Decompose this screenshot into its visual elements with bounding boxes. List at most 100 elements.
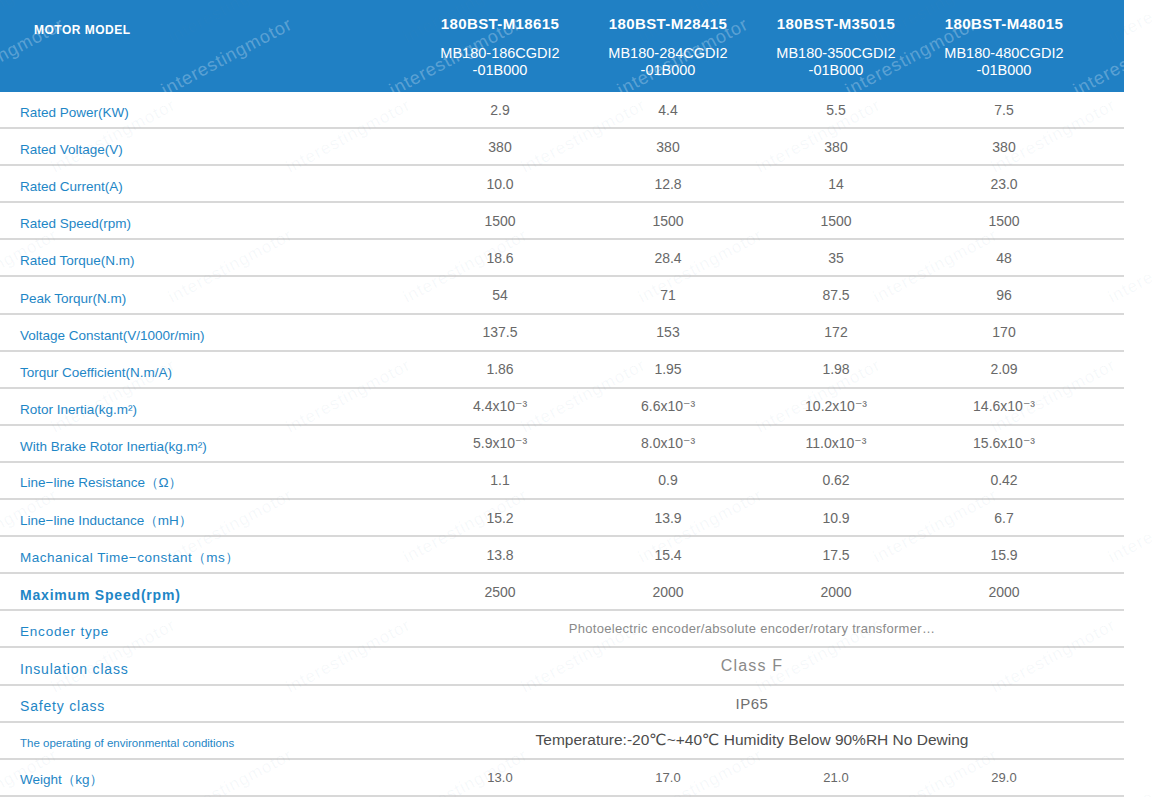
table-row-insulation-class: Insulation class Class F xyxy=(0,648,1124,685)
spec-value: 2.9 xyxy=(416,102,584,118)
spec-value: 12.8 xyxy=(584,176,752,192)
spec-value: 10.9 xyxy=(752,510,920,526)
row-label: Safety class xyxy=(0,698,416,714)
merged-value: Temperature:-20℃~+40℃ Humidity Below 90%… xyxy=(416,731,1088,749)
model-code: MB180-350CGDI2 -01B000 xyxy=(752,45,920,78)
spec-value: 172 xyxy=(752,324,920,340)
table-row-rated-speed: Rated Speed(rpm) 1500 1500 1500 1500 xyxy=(0,203,1124,240)
spec-value: 2000 xyxy=(752,584,920,600)
spec-value: 2000 xyxy=(920,584,1088,600)
row-label: Rated Speed(rpm) xyxy=(0,216,416,231)
spec-value: 6.7 xyxy=(920,510,1088,526)
table-row-encoder-type: Encoder type Photoelectric encoder/absol… xyxy=(0,611,1124,648)
spec-value: 6.6x10⁻³ xyxy=(584,398,752,414)
model-name: 180BST-M28415 xyxy=(584,15,752,32)
spec-value: 35 xyxy=(752,250,920,266)
table-row-voltage-constant: Voltage Constant(V/1000r/min) 137.5 153 … xyxy=(0,315,1124,352)
spec-value: 380 xyxy=(920,139,1088,155)
merged-value: IP65 xyxy=(416,695,1088,712)
spec-value: 0.42 xyxy=(920,472,1088,488)
table-header: interestingmotorinterestingmotorinterest… xyxy=(0,0,1124,92)
spec-value: 23.0 xyxy=(920,176,1088,192)
model-code: MB180-284CGDI2 -01B000 xyxy=(584,45,752,78)
row-label: Maximum Speed(rpm) xyxy=(0,587,416,603)
spec-value: 15.4 xyxy=(584,547,752,563)
spec-value: 21.0 xyxy=(752,770,920,785)
row-label: Rated Power(KW) xyxy=(0,105,416,120)
table-row-brake-rotor-inertia: With Brake Rotor Inertia(kg.m²) 5.9x10⁻³… xyxy=(0,426,1124,463)
row-label: With Brake Rotor Inertia(kg.m²) xyxy=(0,439,416,454)
row-label: Weight（kg） xyxy=(0,771,416,789)
row-label: Line−line Resistance（Ω） xyxy=(0,474,416,492)
row-label: Insulation class xyxy=(0,661,416,677)
motor-model-heading: MOTOR MODEL xyxy=(0,0,416,92)
table-row-rated-torque: Rated Torque(N.m) 18.6 28.4 35 48 xyxy=(0,240,1124,277)
spec-value: 2000 xyxy=(584,584,752,600)
row-label: Rated Current(A) xyxy=(0,179,416,194)
spec-value: 137.5 xyxy=(416,324,584,340)
spec-value: 5.5 xyxy=(752,102,920,118)
table-row-environmental-conditions: The operating of environmental condition… xyxy=(0,723,1124,760)
spec-value: 1500 xyxy=(920,213,1088,229)
row-label: Encoder type xyxy=(0,624,416,639)
column-header-model-3: 180BST-M35015 MB180-350CGDI2 -01B000 xyxy=(752,0,920,92)
spec-value: 380 xyxy=(416,139,584,155)
spec-value: 380 xyxy=(752,139,920,155)
table-row-rated-power: Rated Power(KW) 2.9 4.4 5.5 7.5 xyxy=(0,92,1124,129)
column-header-model-1: 180BST-M18615 MB180-186CGDI2 -01B000 xyxy=(416,0,584,92)
spec-table-body: Rated Power(KW) 2.9 4.4 5.5 7.5 Rated Vo… xyxy=(0,92,1124,797)
spec-value: 1.95 xyxy=(584,361,752,377)
model-name: 180BST-M35015 xyxy=(752,15,920,32)
spec-value: 4.4 xyxy=(584,102,752,118)
spec-value: 96 xyxy=(920,287,1088,303)
spec-value: 15.6x10⁻³ xyxy=(920,435,1088,451)
table-row-line-inductance: Line−line Inductance（mH） 15.2 13.9 10.9 … xyxy=(0,500,1124,537)
table-row-rated-current: Rated Current(A) 10.0 12.8 14 23.0 xyxy=(0,166,1124,203)
spec-value: 10.0 xyxy=(416,176,584,192)
row-label: Voltage Constant(V/1000r/min) xyxy=(0,328,416,343)
table-row-maximum-speed: Maximum Speed(rpm) 2500 2000 2000 2000 xyxy=(0,574,1124,611)
spec-value: 54 xyxy=(416,287,584,303)
spec-value: 1500 xyxy=(752,213,920,229)
spec-value: 1.86 xyxy=(416,361,584,377)
spec-value: 15.9 xyxy=(920,547,1088,563)
spec-value: 10.2x10⁻³ xyxy=(752,398,920,414)
spec-value: 48 xyxy=(920,250,1088,266)
model-code: MB180-186CGDI2 -01B000 xyxy=(416,45,584,78)
merged-value: Photoelectric encoder/absolute encoder/r… xyxy=(416,621,1088,636)
table-row-mechanical-time-constant: Machanical Time−constant（ms） 13.8 15.4 1… xyxy=(0,537,1124,574)
table-row-rotor-inertia: Rotor Inertia(kg.m²) 4.4x10⁻³ 6.6x10⁻³ 1… xyxy=(0,389,1124,426)
merged-value: Class F xyxy=(416,657,1088,675)
spec-value: 1.1 xyxy=(416,472,584,488)
spec-value: 15.2 xyxy=(416,510,584,526)
spec-value: 18.6 xyxy=(416,250,584,266)
row-label: Machanical Time−constant（ms） xyxy=(0,549,416,567)
spec-value: 14 xyxy=(752,176,920,192)
row-label: Peak Torqur(N.m) xyxy=(0,291,416,306)
spec-value: 5.9x10⁻³ xyxy=(416,435,584,451)
spec-value: 0.9 xyxy=(584,472,752,488)
spec-value: 13.9 xyxy=(584,510,752,526)
spec-value: 71 xyxy=(584,287,752,303)
spec-value: 17.0 xyxy=(584,770,752,785)
column-header-model-4: 180BST-M48015 MB180-480CGDI2 -01B000 xyxy=(920,0,1088,92)
spec-value: 13.8 xyxy=(416,547,584,563)
spec-value: 28.4 xyxy=(584,250,752,266)
spec-value: 8.0x10⁻³ xyxy=(584,435,752,451)
spec-value: 2.09 xyxy=(920,361,1088,377)
spec-value: 1500 xyxy=(416,213,584,229)
table-row-peak-torque: Peak Torqur(N.m) 54 71 87.5 96 xyxy=(0,277,1124,314)
row-label: Rotor Inertia(kg.m²) xyxy=(0,402,416,417)
spec-value: 0.62 xyxy=(752,472,920,488)
spec-value: 17.5 xyxy=(752,547,920,563)
row-label: Rated Voltage(V) xyxy=(0,142,416,157)
row-label: Torqur Coefficient(N.m/A) xyxy=(0,365,416,380)
model-name: 180BST-M18615 xyxy=(416,15,584,32)
spec-value: 4.4x10⁻³ xyxy=(416,398,584,414)
spec-value: 87.5 xyxy=(752,287,920,303)
spec-value: 11.0x10⁻³ xyxy=(752,435,920,451)
spec-value: 1.98 xyxy=(752,361,920,377)
spec-value: 2500 xyxy=(416,584,584,600)
table-row-safety-class: Safety class IP65 xyxy=(0,686,1124,723)
column-header-model-2: 180BST-M28415 MB180-284CGDI2 -01B000 xyxy=(584,0,752,92)
